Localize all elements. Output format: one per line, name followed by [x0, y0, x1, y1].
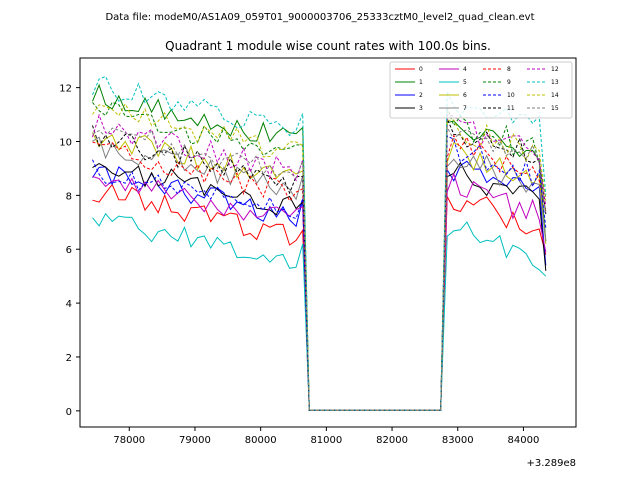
- series-line-5: [92, 212, 547, 411]
- x-tick-label: 82000: [376, 435, 408, 446]
- legend-label-9: 9: [507, 79, 511, 86]
- legend-label-1: 1: [419, 79, 423, 86]
- x-tick-label: 80000: [245, 435, 277, 446]
- series-line-6: [92, 132, 547, 411]
- legend-label-4: 4: [463, 66, 467, 73]
- legend-label-7: 7: [463, 105, 467, 112]
- plot-frame: [79, 57, 577, 428]
- series-line-1: [92, 83, 547, 411]
- legend-label-8: 8: [507, 66, 511, 73]
- y-tick-label: 10: [59, 137, 72, 148]
- chart-title: Quadrant 1 module wise count rates with …: [165, 39, 491, 53]
- legend-label-6: 6: [463, 92, 467, 99]
- legend-label-13: 13: [551, 79, 559, 86]
- series-line-8: [92, 134, 547, 411]
- legend-label-10: 10: [507, 92, 515, 99]
- y-tick-label: 8: [66, 191, 72, 202]
- x-tick-label: 84000: [508, 435, 540, 446]
- y-tick-label: 6: [66, 245, 72, 256]
- y-tick-label: 12: [59, 84, 72, 95]
- series-line-0: [92, 183, 547, 411]
- plot-area: [92, 75, 547, 411]
- series-line-14: [92, 102, 547, 411]
- legend-label-12: 12: [551, 66, 559, 73]
- series-line-10: [92, 135, 547, 411]
- y-tick-label: 4: [66, 299, 72, 310]
- legend-label-15: 15: [551, 105, 559, 112]
- x-offset-label: +3.289e8: [526, 458, 576, 469]
- series-line-11: [92, 118, 547, 411]
- series-line-7: [92, 136, 547, 411]
- legend-label-14: 14: [551, 92, 559, 99]
- x-tick-label: 83000: [442, 435, 474, 446]
- y-tick-label: 0: [66, 407, 72, 418]
- series-line-15: [92, 125, 547, 411]
- legend-label-2: 2: [419, 92, 423, 99]
- chart-suptitle: Data file: modeM0/AS1A09_059T01_90000037…: [105, 12, 534, 23]
- series-line-4: [92, 172, 547, 411]
- y-tick-label: 2: [66, 353, 72, 364]
- legend-label-0: 0: [419, 66, 423, 73]
- series-line-13: [92, 75, 547, 411]
- series-line-12: [92, 113, 547, 411]
- x-tick-label: 79000: [179, 435, 211, 446]
- series-line-2: [92, 160, 547, 411]
- legend-label-11: 11: [507, 105, 515, 112]
- series-line-3: [92, 161, 547, 411]
- legend-label-5: 5: [463, 79, 467, 86]
- x-tick-label: 78000: [113, 435, 145, 446]
- legend-label-3: 3: [419, 105, 423, 112]
- x-tick-label: 81000: [310, 435, 342, 446]
- axes: 78000 79000 80000 81000 82000 83000 84000 0 2 4 6 8…: [59, 57, 577, 446]
- legend-box: [389, 61, 573, 119]
